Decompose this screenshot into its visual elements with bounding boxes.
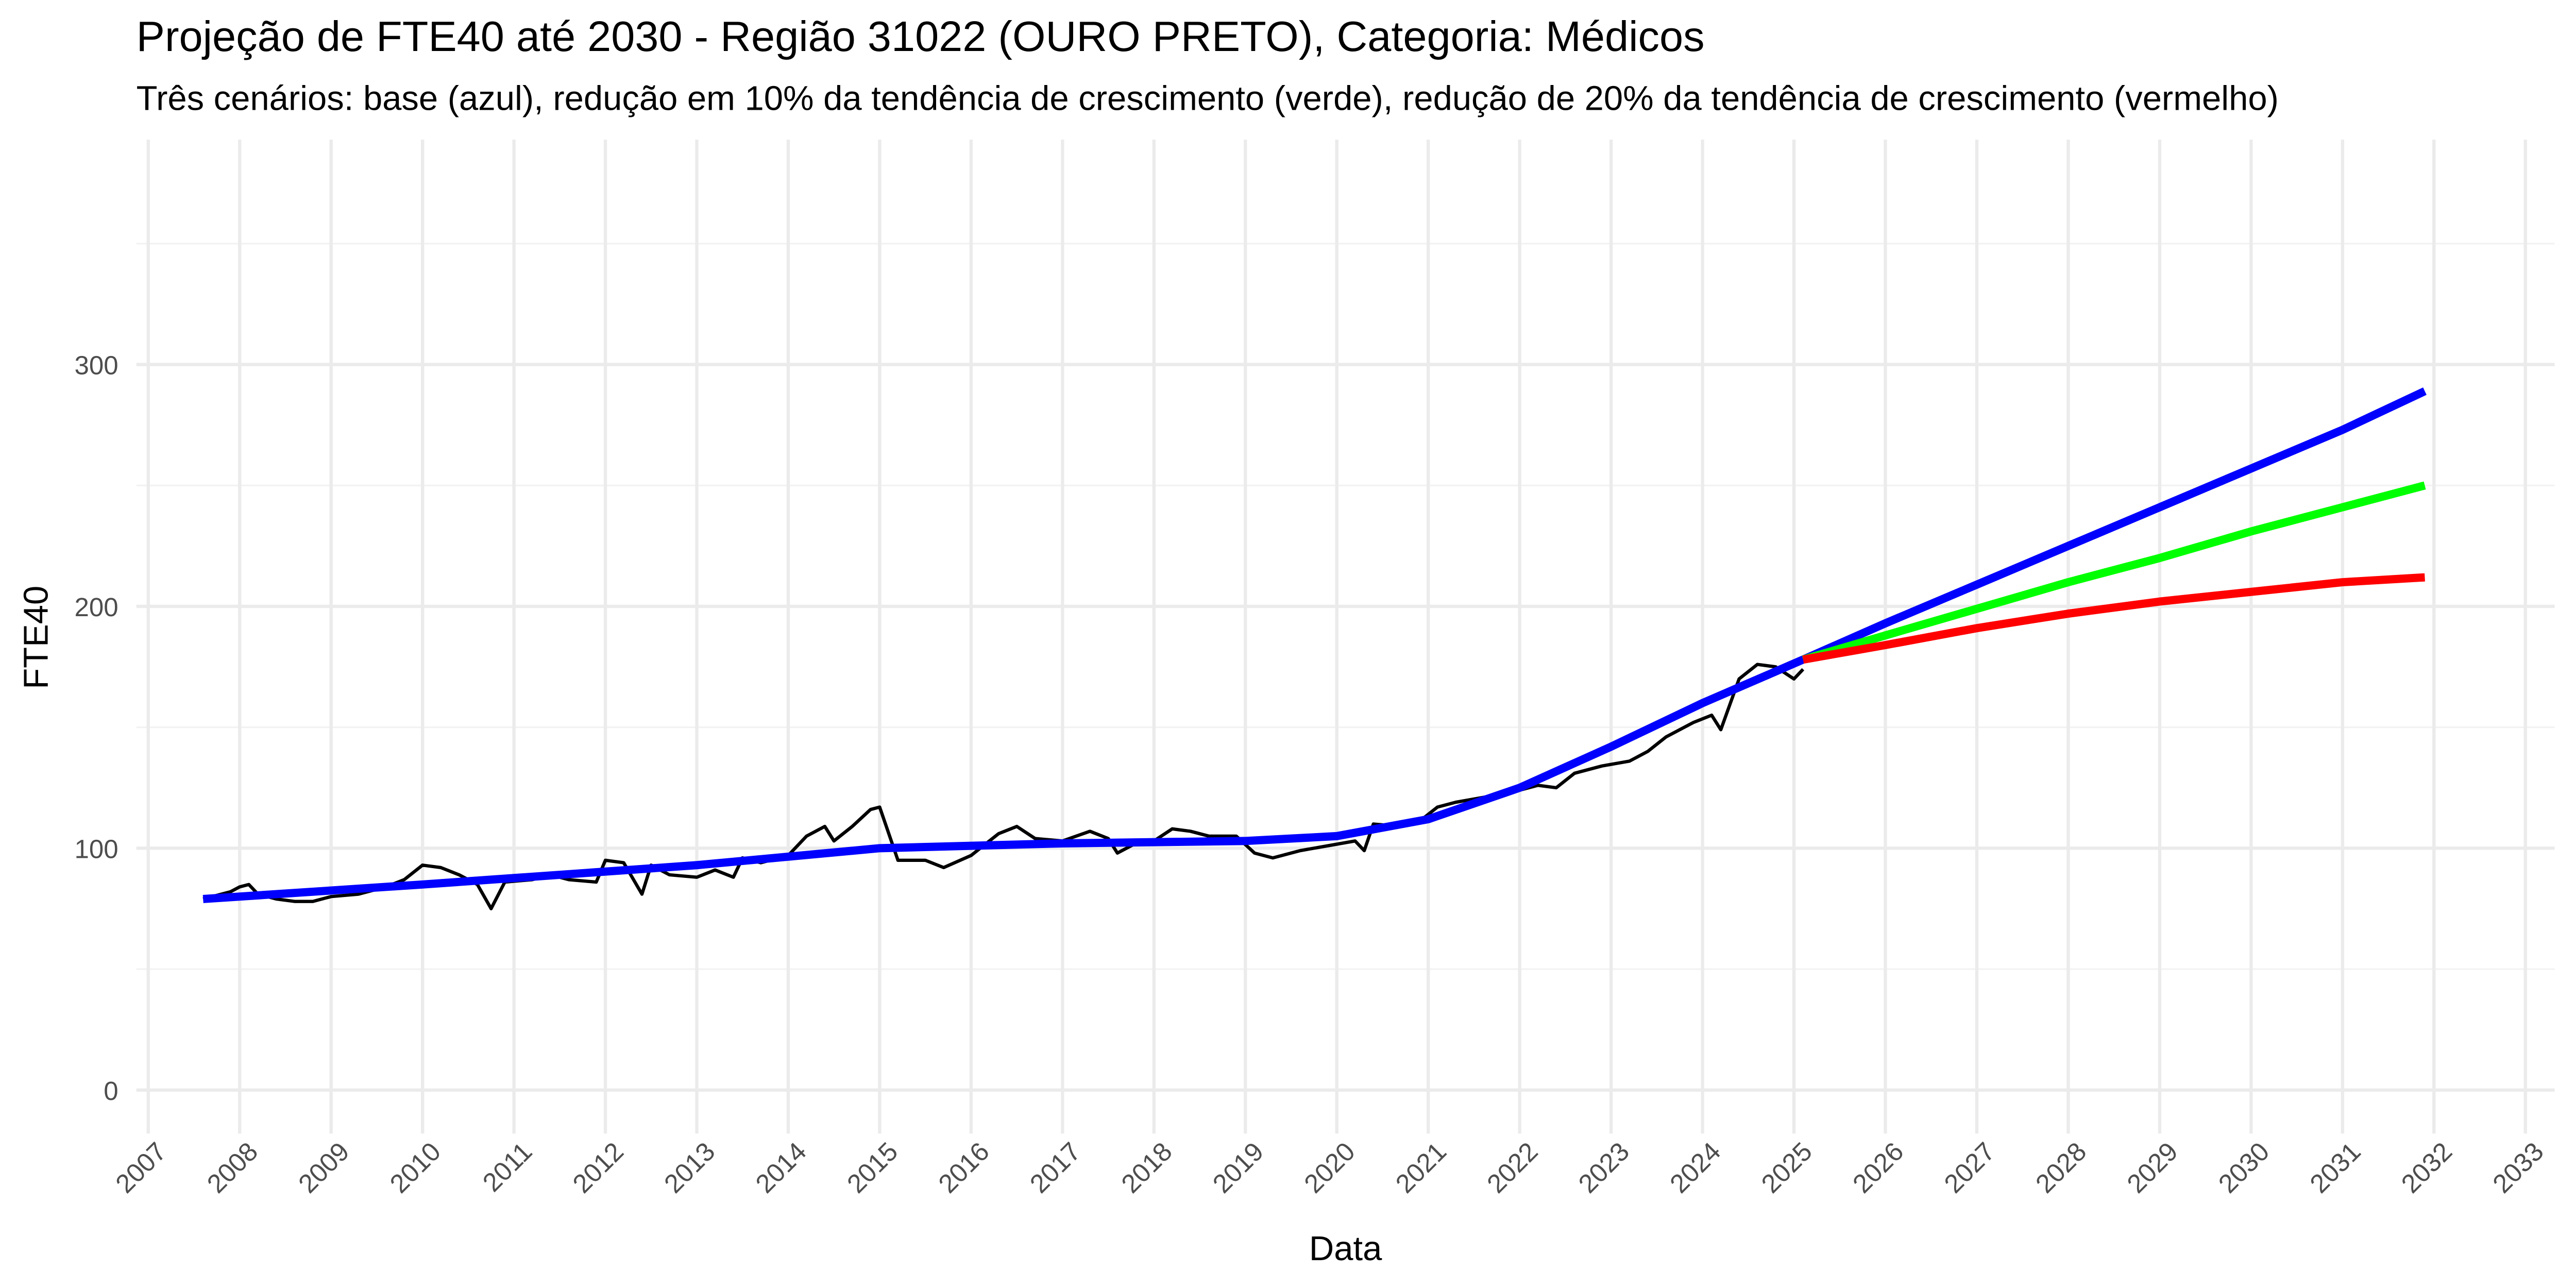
x-tick-label: 2020 [1298,1137,1361,1199]
chart-subtitle: Três cenários: base (azul), redução em 1… [137,79,2279,118]
x-tick-label: 2013 [658,1137,721,1199]
x-tick-label: 2018 [1115,1137,1178,1199]
x-tick-label: 2030 [2213,1137,2275,1199]
x-tick-label: 2021 [1390,1137,1452,1199]
y-axis-label: FTE40 [16,586,55,689]
x-tick-label: 2023 [1573,1137,1635,1199]
data-line [1802,573,2426,664]
x-tick-label: 2027 [1938,1137,2001,1199]
x-tick-label: 2010 [384,1137,447,1199]
x-tick-label: 2033 [2487,1137,2549,1199]
x-tick-label: 2012 [567,1137,630,1199]
y-tick-label: 300 [74,351,118,380]
data-line [1802,481,2426,664]
x-tick-label: 2011 [477,1137,538,1197]
x-axis-label: Data [1309,1229,1382,1268]
x-tick-label: 2017 [1024,1137,1087,1199]
x-tick-label: 2009 [293,1137,355,1199]
data-line [202,387,2427,903]
x-tick-label: 2032 [2396,1137,2458,1199]
x-tick-label: 2015 [841,1137,904,1199]
x-tick-label: 2028 [2030,1137,2092,1199]
x-tick-label: 2014 [750,1137,812,1199]
chart-title: Projeção de FTE40 até 2030 - Região 3102… [137,12,1705,60]
x-tick-label: 2007 [110,1137,172,1199]
x-tick-label: 2016 [933,1137,995,1199]
data-line [202,663,1805,910]
x-tick-label: 2022 [1481,1137,1544,1199]
x-tick-label: 2029 [2121,1137,2183,1199]
x-tick-label: 2025 [1756,1137,1818,1199]
x-tick-label: 2026 [1847,1137,1909,1199]
x-tick-label: 2008 [201,1137,264,1199]
x-tick-label: 2019 [1207,1137,1269,1199]
x-tick-label: 2024 [1664,1137,1726,1199]
y-tick-label: 100 [74,835,118,864]
y-tick-label: 200 [74,592,118,622]
y-tick-label: 0 [104,1076,118,1106]
x-tick-label: 2031 [2304,1137,2366,1199]
